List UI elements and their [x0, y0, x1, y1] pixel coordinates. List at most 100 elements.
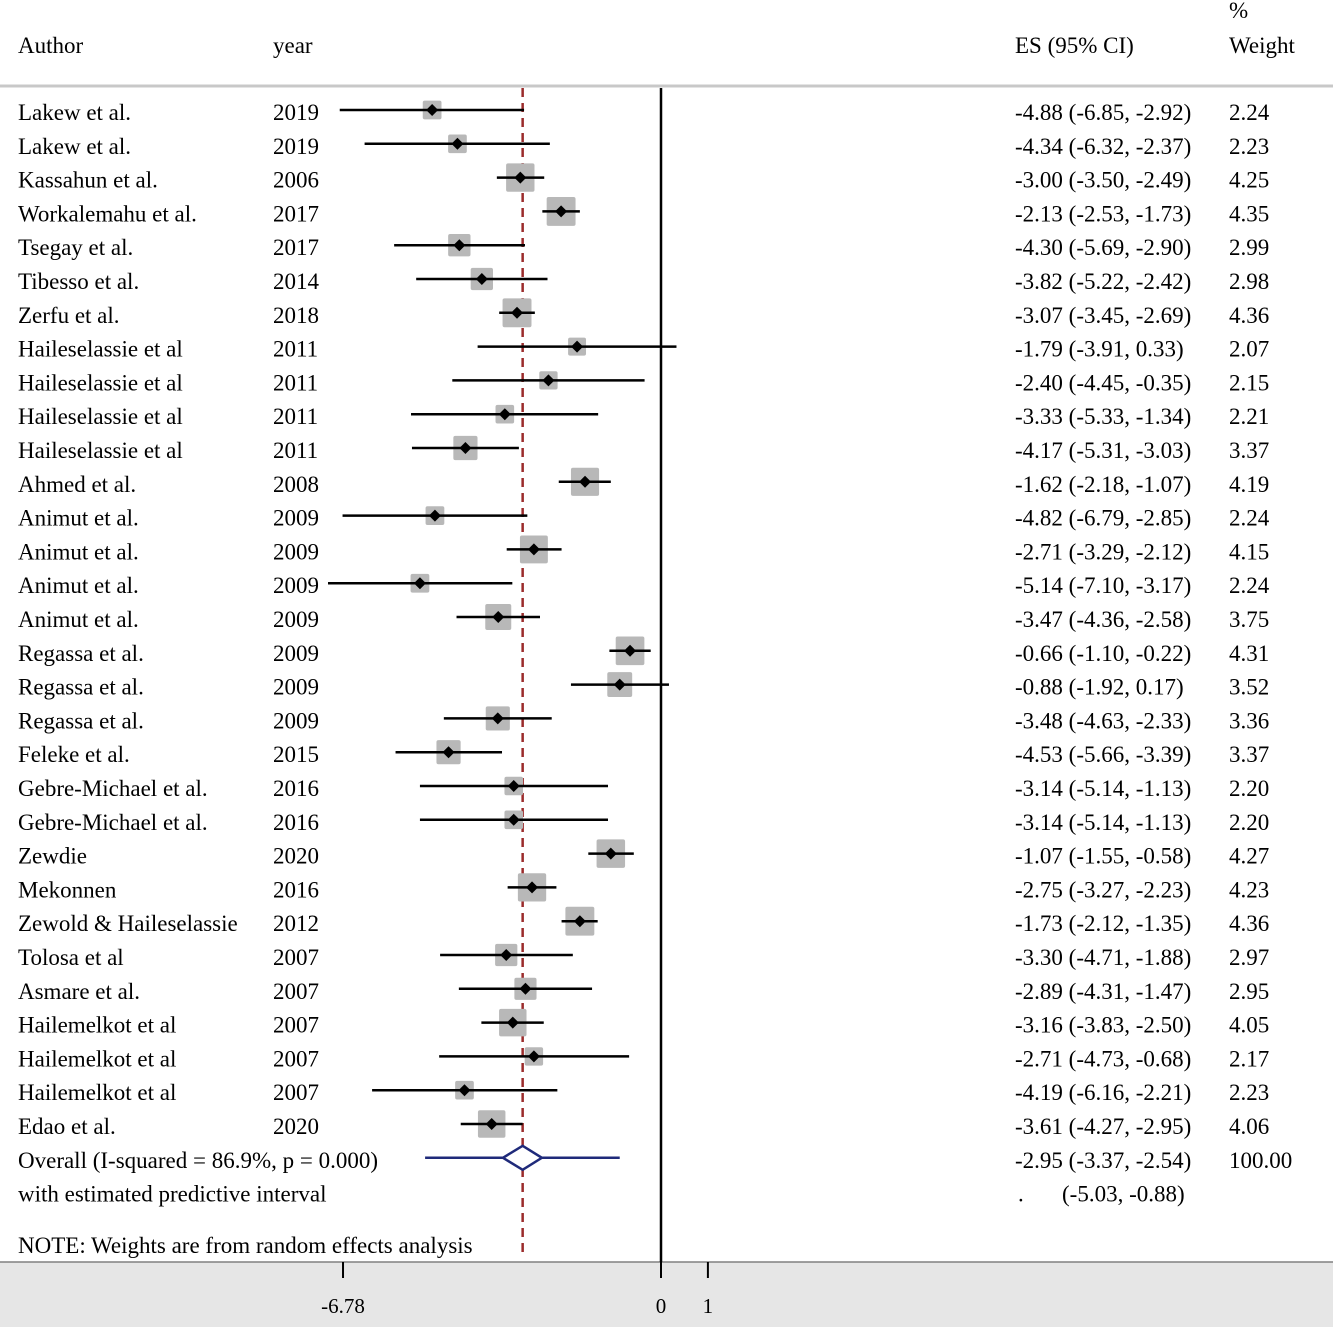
study-year: 2007 [273, 1013, 319, 1038]
point-estimate [514, 171, 527, 184]
study-author: Kassahun et al. [18, 168, 158, 193]
study-year: 2009 [273, 675, 319, 700]
study-es-ci: -4.17 (-5.31, -3.03) [1015, 438, 1191, 463]
study-weight: 4.36 [1229, 911, 1269, 936]
study-es-ci: -3.14 (-5.14, -1.13) [1015, 776, 1191, 801]
study-weight: 2.20 [1229, 810, 1269, 835]
overall-diamond [500, 1144, 545, 1172]
study-author: Haileselassie et al [18, 370, 183, 395]
study-weight: 2.97 [1229, 945, 1269, 970]
study-year: 2014 [273, 269, 320, 294]
study-weight: 2.24 [1229, 100, 1270, 125]
study-author: Regassa et al. [18, 708, 144, 733]
study-weight: 2.99 [1229, 235, 1269, 260]
es-header: ES (95% CI) [1015, 33, 1134, 58]
study-year: 2016 [273, 877, 319, 902]
study-weight: 3.37 [1229, 438, 1269, 463]
weight-pct-header: % [1229, 0, 1248, 23]
study-weight: 4.35 [1229, 201, 1269, 226]
x-tick-label: 1 [703, 1294, 714, 1318]
study-author: Lakew et al. [18, 100, 131, 125]
study-year: 2009 [273, 506, 319, 531]
predictive-label: with estimated predictive interval [18, 1182, 326, 1207]
study-author: Edao et al. [18, 1114, 116, 1139]
study-year: 2012 [273, 911, 319, 936]
study-weight: 2.24 [1229, 573, 1270, 598]
study-author: Regassa et al. [18, 675, 144, 700]
study-year: 2011 [273, 370, 318, 395]
study-year: 2011 [273, 404, 318, 429]
study-es-ci: -4.82 (-6.79, -2.85) [1015, 506, 1191, 531]
study-year: 2018 [273, 303, 319, 328]
study-year: 2009 [273, 641, 319, 666]
study-author: Gebre-Michael et al. [18, 810, 208, 835]
point-estimate [527, 1050, 540, 1063]
study-weight: 4.05 [1229, 1013, 1269, 1038]
study-weight: 4.36 [1229, 303, 1269, 328]
point-estimate [573, 915, 586, 928]
point-estimate [475, 273, 488, 285]
study-author: Regassa et al. [18, 641, 144, 666]
study-es-ci: -3.61 (-4.27, -2.95) [1015, 1114, 1191, 1139]
study-weight: 4.27 [1229, 844, 1269, 869]
study-es-ci: -2.89 (-4.31, -1.47) [1015, 979, 1191, 1004]
study-weight: 2.21 [1229, 404, 1269, 429]
point-estimate [555, 205, 568, 218]
study-es-ci: -1.07 (-1.55, -0.58) [1015, 844, 1191, 869]
point-estimate [498, 408, 511, 421]
study-es-ci: -4.88 (-6.85, -2.92) [1015, 100, 1191, 125]
study-weight: 2.15 [1229, 370, 1269, 395]
study-year: 2009 [273, 607, 319, 632]
point-estimate [511, 306, 524, 319]
study-weight: 4.19 [1229, 472, 1269, 497]
point-estimate [519, 982, 532, 995]
study-author: Tibesso et al. [18, 269, 139, 294]
point-estimate [459, 442, 472, 454]
study-weight: 2.20 [1229, 776, 1269, 801]
overall-label: Overall (I-squared = 86.9%, p = 0.000) [18, 1148, 378, 1173]
axis-band [0, 1262, 1333, 1327]
study-author: Haileselassie et al [18, 438, 183, 463]
study-author: Animut et al. [18, 539, 139, 564]
study-author: Hailemelkot et al [18, 1013, 176, 1038]
study-weight: 2.23 [1229, 134, 1269, 159]
study-es-ci: -4.34 (-6.32, -2.37) [1015, 134, 1191, 159]
study-weight: 3.75 [1229, 607, 1269, 632]
study-author: Workalemahu et al. [18, 201, 197, 226]
study-author: Zewold & Haileselassie [18, 911, 238, 936]
study-weight: 3.36 [1229, 708, 1269, 733]
study-author: Haileselassie et al [18, 404, 183, 429]
study-weight: 2.98 [1229, 269, 1269, 294]
study-es-ci: -0.66 (-1.10, -0.22) [1015, 641, 1191, 666]
point-estimate [526, 881, 539, 894]
point-estimate [500, 949, 513, 961]
point-estimate [507, 780, 520, 792]
study-author: Hailemelkot et al [18, 1080, 176, 1105]
study-year: 2020 [273, 844, 319, 869]
study-es-ci: -0.88 (-1.92, 0.17) [1015, 675, 1184, 700]
point-estimate [491, 712, 504, 725]
study-author: Animut et al. [18, 573, 139, 598]
study-es-ci: -3.30 (-4.71, -1.88) [1015, 945, 1191, 970]
study-author: Gebre-Michael et al. [18, 776, 208, 801]
study-author: Feleke et al. [18, 742, 130, 767]
study-author: Animut et al. [18, 506, 139, 531]
study-author: Zerfu et al. [18, 303, 120, 328]
point-estimate [613, 678, 626, 691]
study-es-ci: -4.53 (-5.66, -3.39) [1015, 742, 1191, 767]
study-year: 2009 [273, 539, 319, 564]
overall-es-ci: -2.95 (-3.37, -2.54) [1015, 1148, 1191, 1173]
study-author: Asmare et al. [18, 979, 140, 1004]
study-year: 2007 [273, 979, 319, 1004]
study-weight: 3.52 [1229, 675, 1269, 700]
year-header: year [273, 33, 313, 58]
author-header: Author [18, 33, 84, 58]
study-weight: 4.06 [1229, 1114, 1269, 1139]
study-es-ci: -3.14 (-5.14, -1.13) [1015, 810, 1191, 835]
study-year: 2015 [273, 742, 319, 767]
study-year: 2011 [273, 438, 318, 463]
point-estimate [426, 104, 439, 116]
study-es-ci: -4.30 (-5.69, -2.90) [1015, 235, 1191, 260]
study-weight: 4.23 [1229, 877, 1269, 902]
study-year: 2016 [273, 810, 319, 835]
